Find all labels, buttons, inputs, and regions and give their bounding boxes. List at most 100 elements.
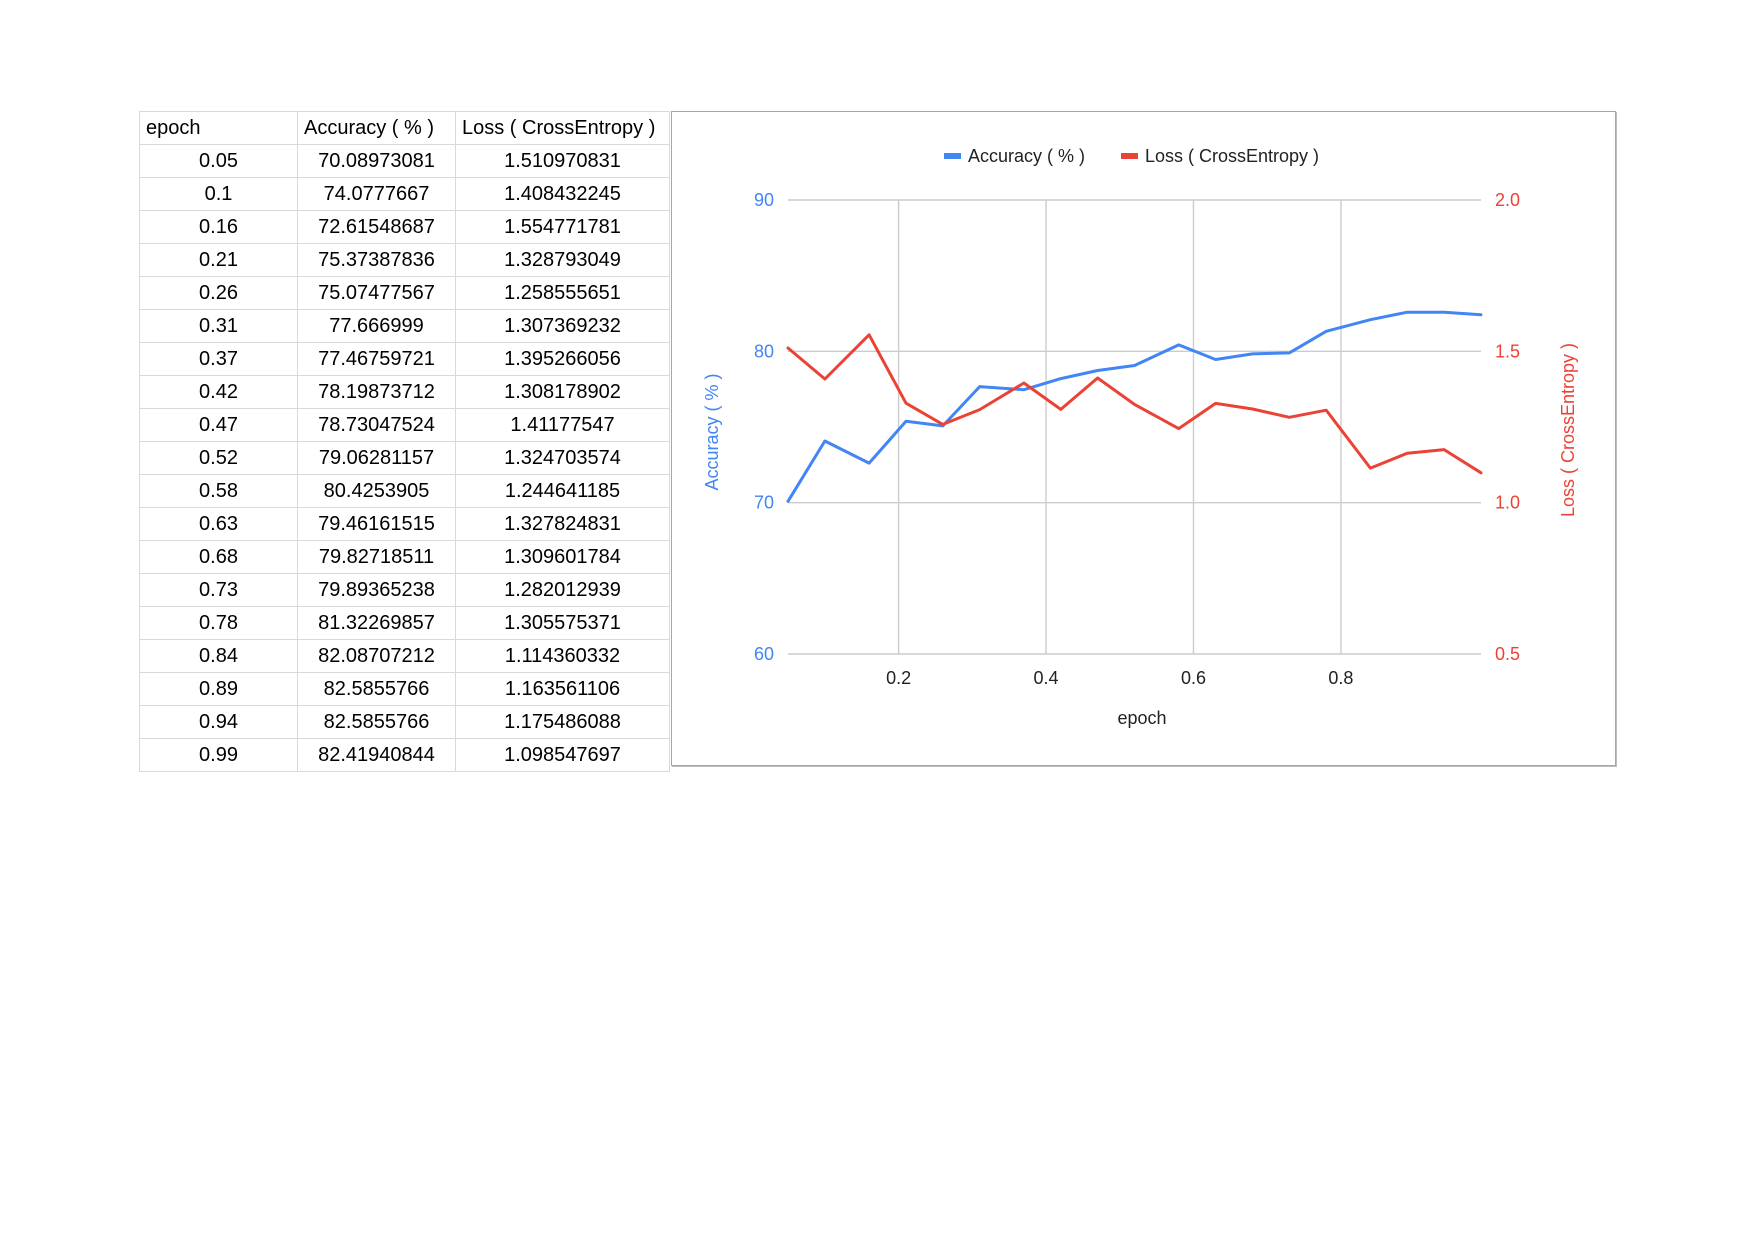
y-left-tick-label: 60 xyxy=(754,644,774,664)
legend-label-accuracy: Accuracy ( % ) xyxy=(968,146,1085,166)
line-chart: 60 70 80 90 0.5 1.0 1.5 2.0 0.2 0.4 0.6 0.8 Accurac… xyxy=(702,146,1578,728)
cell-epoch[interactable]: 0.21 xyxy=(139,243,298,277)
cell-accuracy[interactable]: 82.41940844 xyxy=(297,738,456,772)
x-tick-label: 0.2 xyxy=(886,668,911,688)
cell-epoch[interactable]: 0.05 xyxy=(139,144,298,178)
series-layer xyxy=(786,310,1483,503)
cell-accuracy[interactable]: 77.46759721 xyxy=(297,342,456,376)
series-line-accuracy[interactable] xyxy=(786,310,1483,503)
cell-loss[interactable]: 1.244641185 xyxy=(455,474,670,508)
cell-accuracy[interactable]: 79.46161515 xyxy=(297,507,456,541)
cell-epoch[interactable]: 0.78 xyxy=(139,606,298,640)
cell-loss[interactable]: 1.554771781 xyxy=(455,210,670,244)
cell-loss[interactable]: 1.305575371 xyxy=(455,606,670,640)
header-epoch[interactable]: epoch xyxy=(139,111,298,145)
header-accuracy[interactable]: Accuracy ( % ) xyxy=(297,111,456,145)
cell-epoch[interactable]: 0.1 xyxy=(139,177,298,211)
cell-epoch[interactable]: 0.26 xyxy=(139,276,298,310)
cell-epoch[interactable]: 0.16 xyxy=(139,210,298,244)
legend: Accuracy ( % ) Loss ( CrossEntropy ) xyxy=(944,146,1319,166)
cell-accuracy[interactable]: 74.0777667 xyxy=(297,177,456,211)
cell-accuracy[interactable]: 82.5855766 xyxy=(297,672,456,706)
cell-loss[interactable]: 1.328793049 xyxy=(455,243,670,277)
cell-epoch[interactable]: 0.47 xyxy=(139,408,298,442)
table-row: 0.68 79.82718511 1.309601784 xyxy=(139,540,670,574)
cell-epoch[interactable]: 0.58 xyxy=(139,474,298,508)
table-row: 0.42 78.19873712 1.308178902 xyxy=(139,375,670,409)
cell-accuracy[interactable]: 82.08707212 xyxy=(297,639,456,673)
cell-epoch[interactable]: 0.63 xyxy=(139,507,298,541)
cell-accuracy[interactable]: 72.61548687 xyxy=(297,210,456,244)
cell-accuracy[interactable]: 82.5855766 xyxy=(297,705,456,739)
y-right-tick-label: 1.0 xyxy=(1495,493,1520,513)
tick-labels: 60 70 80 90 0.5 1.0 1.5 2.0 0.2 0.4 0.6 0.8 xyxy=(754,190,1520,688)
chart-container[interactable]: 60 70 80 90 0.5 1.0 1.5 2.0 0.2 0.4 0.6 0.8 Accurac… xyxy=(671,111,1616,766)
cell-accuracy[interactable]: 79.06281157 xyxy=(297,441,456,475)
cell-accuracy[interactable]: 81.32269857 xyxy=(297,606,456,640)
y-left-tick-label: 90 xyxy=(754,190,774,210)
cell-loss[interactable]: 1.114360332 xyxy=(455,639,670,673)
cell-loss[interactable]: 1.41177547 xyxy=(455,408,670,442)
cell-accuracy[interactable]: 79.89365238 xyxy=(297,573,456,607)
cell-accuracy[interactable]: 75.37387836 xyxy=(297,243,456,277)
table-row: 0.31 77.666999 1.307369232 xyxy=(139,309,670,343)
y-left-tick-label: 80 xyxy=(754,341,774,361)
cell-epoch[interactable]: 0.99 xyxy=(139,738,298,772)
table-row: 0.52 79.06281157 1.324703574 xyxy=(139,441,670,475)
cell-loss[interactable]: 1.258555651 xyxy=(455,276,670,310)
cell-loss[interactable]: 1.098547697 xyxy=(455,738,670,772)
cell-loss[interactable]: 1.308178902 xyxy=(455,375,670,409)
cell-epoch[interactable]: 0.37 xyxy=(139,342,298,376)
cell-loss[interactable]: 1.307369232 xyxy=(455,309,670,343)
y-right-tick-label: 0.5 xyxy=(1495,644,1520,664)
cell-accuracy[interactable]: 78.73047524 xyxy=(297,408,456,442)
cell-loss[interactable]: 1.163561106 xyxy=(455,672,670,706)
series-line-loss[interactable] xyxy=(786,333,1483,475)
x-tick-label: 0.6 xyxy=(1181,668,1206,688)
cell-epoch[interactable]: 0.68 xyxy=(139,540,298,574)
table-row: 0.05 70.08973081 1.510970831 xyxy=(139,144,670,178)
cell-loss[interactable]: 1.175486088 xyxy=(455,705,670,739)
cell-accuracy[interactable]: 80.4253905 xyxy=(297,474,456,508)
y-axis-left-title: Accuracy ( % ) xyxy=(702,373,722,490)
cell-accuracy[interactable]: 79.82718511 xyxy=(297,540,456,574)
cell-epoch[interactable]: 0.89 xyxy=(139,672,298,706)
table-row: 0.37 77.46759721 1.395266056 xyxy=(139,342,670,376)
legend-swatch-loss xyxy=(1121,153,1138,159)
cell-loss[interactable]: 1.309601784 xyxy=(455,540,670,574)
cell-accuracy[interactable]: 78.19873712 xyxy=(297,375,456,409)
table-row: 0.73 79.89365238 1.282012939 xyxy=(139,573,670,607)
table-row: 0.63 79.46161515 1.327824831 xyxy=(139,507,670,541)
table-row: 0.94 82.5855766 1.175486088 xyxy=(139,705,670,739)
cell-loss[interactable]: 1.395266056 xyxy=(455,342,670,376)
cell-accuracy[interactable]: 70.08973081 xyxy=(297,144,456,178)
table-row: 0.78 81.32269857 1.305575371 xyxy=(139,606,670,640)
cell-loss[interactable]: 1.510970831 xyxy=(455,144,670,178)
cell-loss[interactable]: 1.324703574 xyxy=(455,441,670,475)
cell-epoch[interactable]: 0.84 xyxy=(139,639,298,673)
header-loss[interactable]: Loss ( CrossEntropy ) xyxy=(455,111,670,145)
cell-epoch[interactable]: 0.42 xyxy=(139,375,298,409)
x-axis-title: epoch xyxy=(1117,708,1166,728)
cell-loss[interactable]: 1.282012939 xyxy=(455,573,670,607)
legend-label-loss: Loss ( CrossEntropy ) xyxy=(1145,146,1319,166)
cell-loss[interactable]: 1.327824831 xyxy=(455,507,670,541)
cell-accuracy[interactable]: 77.666999 xyxy=(297,309,456,343)
table-row: 0.21 75.37387836 1.328793049 xyxy=(139,243,670,277)
cell-epoch[interactable]: 0.52 xyxy=(139,441,298,475)
cell-epoch[interactable]: 0.31 xyxy=(139,309,298,343)
cell-epoch[interactable]: 0.73 xyxy=(139,573,298,607)
legend-swatch-accuracy xyxy=(944,153,961,159)
data-table: epoch Accuracy ( % ) Loss ( CrossEntropy… xyxy=(139,111,670,772)
table-row: 0.47 78.73047524 1.41177547 xyxy=(139,408,670,442)
table-row: 0.26 75.07477567 1.258555651 xyxy=(139,276,670,310)
table-body: 0.05 70.08973081 1.510970831 0.1 74.0777667 1… xyxy=(139,144,670,772)
table-row: 0.58 80.4253905 1.244641185 xyxy=(139,474,670,508)
x-tick-label: 0.4 xyxy=(1034,668,1059,688)
y-right-tick-label: 1.5 xyxy=(1495,341,1520,361)
cell-accuracy[interactable]: 75.07477567 xyxy=(297,276,456,310)
cell-epoch[interactable]: 0.94 xyxy=(139,705,298,739)
grid-lines xyxy=(788,199,1481,655)
y-left-tick-label: 70 xyxy=(754,493,774,513)
cell-loss[interactable]: 1.408432245 xyxy=(455,177,670,211)
